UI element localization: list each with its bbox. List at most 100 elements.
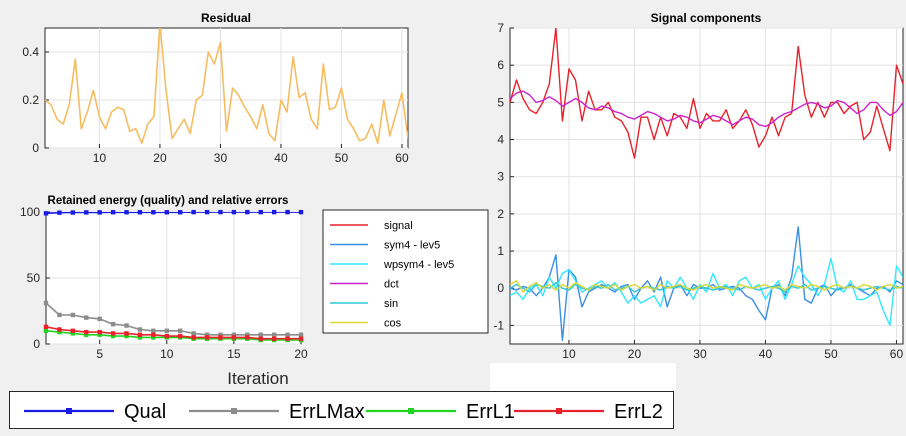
bottom-legend-label: ErrLMax: [289, 401, 365, 423]
energy-series-marker: [231, 332, 237, 337]
signal-xtick-label: 50: [824, 347, 838, 361]
energy-series-marker: [70, 331, 76, 336]
energy-series-marker: [164, 333, 169, 339]
energy-series-marker: [204, 335, 210, 340]
signal-title: Signal components: [651, 11, 762, 25]
signal-xtick-label: 60: [890, 347, 904, 361]
bottom-legend-label: ErrL2: [614, 401, 663, 423]
bottom-legend: Qual ErrLMax ErrL1 ErrL2: [9, 391, 674, 429]
signal-xtick-label: 20: [628, 347, 642, 361]
energy-series-marker: [110, 333, 116, 339]
energy-series-marker: [137, 332, 143, 337]
energy-xtick-label: 15: [227, 347, 241, 361]
energy-series-marker: [285, 332, 290, 337]
energy-series-marker: [231, 209, 237, 215]
energy-series-marker: [271, 209, 277, 215]
residual-xtick-label: 60: [395, 151, 409, 165]
energy-xtick-label: 5: [96, 347, 103, 361]
signal-legend-label: sin: [384, 298, 398, 310]
residual-ytick-label: 0.2: [22, 93, 39, 107]
energy-series-marker: [43, 328, 49, 333]
energy-series-marker: [124, 331, 129, 336]
residual-ytick-label: 0.4: [22, 45, 39, 59]
energy-series-marker: [110, 331, 116, 336]
residual-plot: Residual 10 20 30 40 50 60 0 0.2 0.4: [22, 11, 409, 165]
bottom-legend-label: ErrL1: [466, 401, 515, 423]
energy-series-marker: [245, 209, 250, 215]
signal-xtick-label: 40: [759, 347, 773, 361]
signal-legend-label: signal: [384, 220, 413, 232]
bottom-legend-marker: [66, 408, 72, 414]
energy-series-marker: [204, 209, 210, 215]
energy-series-marker: [258, 336, 263, 341]
energy-series-marker: [164, 328, 169, 333]
energy-series-marker: [97, 316, 102, 322]
signal-series-line-dct: [510, 90, 903, 128]
energy-series-marker: [110, 210, 116, 215]
energy-ytick-label: 100: [20, 205, 40, 219]
energy-series-marker: [137, 327, 143, 332]
energy-series-marker: [178, 333, 183, 339]
residual-xtick-label: 30: [214, 151, 228, 165]
signal-legend-box: [322, 209, 489, 334]
bottom-legend-marker: [408, 408, 414, 414]
energy-series-line-errl2: [46, 326, 301, 340]
energy-series-marker: [43, 300, 49, 306]
energy-series-marker: [70, 210, 76, 215]
energy-ytick-label: 50: [27, 271, 41, 285]
energy-series-marker: [97, 329, 102, 335]
signal-ytick-label: 5: [497, 95, 504, 109]
energy-series-marker: [178, 210, 183, 215]
energy-series-marker: [245, 332, 250, 337]
signal-series-line-signal: [510, 28, 903, 159]
energy-series-marker: [84, 329, 89, 335]
bottom-legend-marker: [556, 408, 562, 414]
energy-series-marker: [124, 323, 129, 328]
energy-series: [43, 209, 304, 343]
energy-series-marker: [57, 329, 62, 335]
energy-series-marker: [298, 336, 304, 341]
signal-ytick-label: 1: [497, 244, 504, 258]
energy-series-marker: [84, 210, 89, 215]
bottom-legend-label: Qual: [124, 401, 166, 423]
signal-ytick-label: 4: [497, 133, 504, 147]
signal-legend-label: wpsym4 - lev5: [383, 259, 454, 271]
energy-series-marker: [124, 333, 129, 339]
energy-xlabel: Iteration: [227, 369, 288, 388]
energy-series-marker: [218, 335, 223, 340]
energy-series-marker: [151, 210, 156, 215]
energy-series-line-qual: [46, 212, 301, 215]
energy-series-marker: [137, 335, 143, 340]
signal-ytick-label: 3: [497, 170, 504, 184]
signal-xtick-label: 10: [562, 347, 576, 361]
signal-legend-label: dct: [384, 279, 399, 291]
signal-ytick-label: 2: [497, 207, 504, 221]
signal-series-line-sin: [510, 282, 903, 293]
signal-xtick-label: 30: [693, 347, 707, 361]
residual-xtick-label: 40: [274, 151, 288, 165]
energy-xtick-label: 10: [160, 347, 174, 361]
energy-series-marker: [218, 209, 223, 215]
energy-series-marker: [164, 210, 169, 215]
energy-series-marker: [110, 322, 116, 327]
energy-series-marker: [271, 332, 277, 337]
residual-ticks: 10 20 30 40 50 60 0 0.2 0.4: [22, 45, 409, 165]
energy-series-marker: [178, 328, 183, 333]
energy-series-marker: [70, 312, 76, 318]
residual-xtick-label: 20: [153, 151, 167, 165]
energy-xtick-label: 20: [294, 347, 308, 361]
energy-series-marker: [298, 332, 304, 337]
energy-ytick-label: 0: [33, 337, 40, 351]
bottom-legend-marker: [231, 408, 237, 414]
energy-series-marker: [151, 328, 156, 333]
signal-series-line-cos: [510, 280, 903, 293]
signal-legend: signal sym4 - lev5 wpsym4 - lev5 dct sin cos: [322, 209, 489, 334]
energy-series-marker: [124, 210, 129, 215]
energy-series-marker: [57, 210, 62, 215]
energy-series-marker: [245, 335, 250, 340]
energy-series-marker: [57, 327, 62, 332]
energy-series-marker: [231, 335, 237, 340]
residual-ytick-label: 0: [32, 141, 39, 155]
signal-ytick-label: 7: [497, 21, 504, 35]
energy-series-marker: [271, 336, 277, 341]
